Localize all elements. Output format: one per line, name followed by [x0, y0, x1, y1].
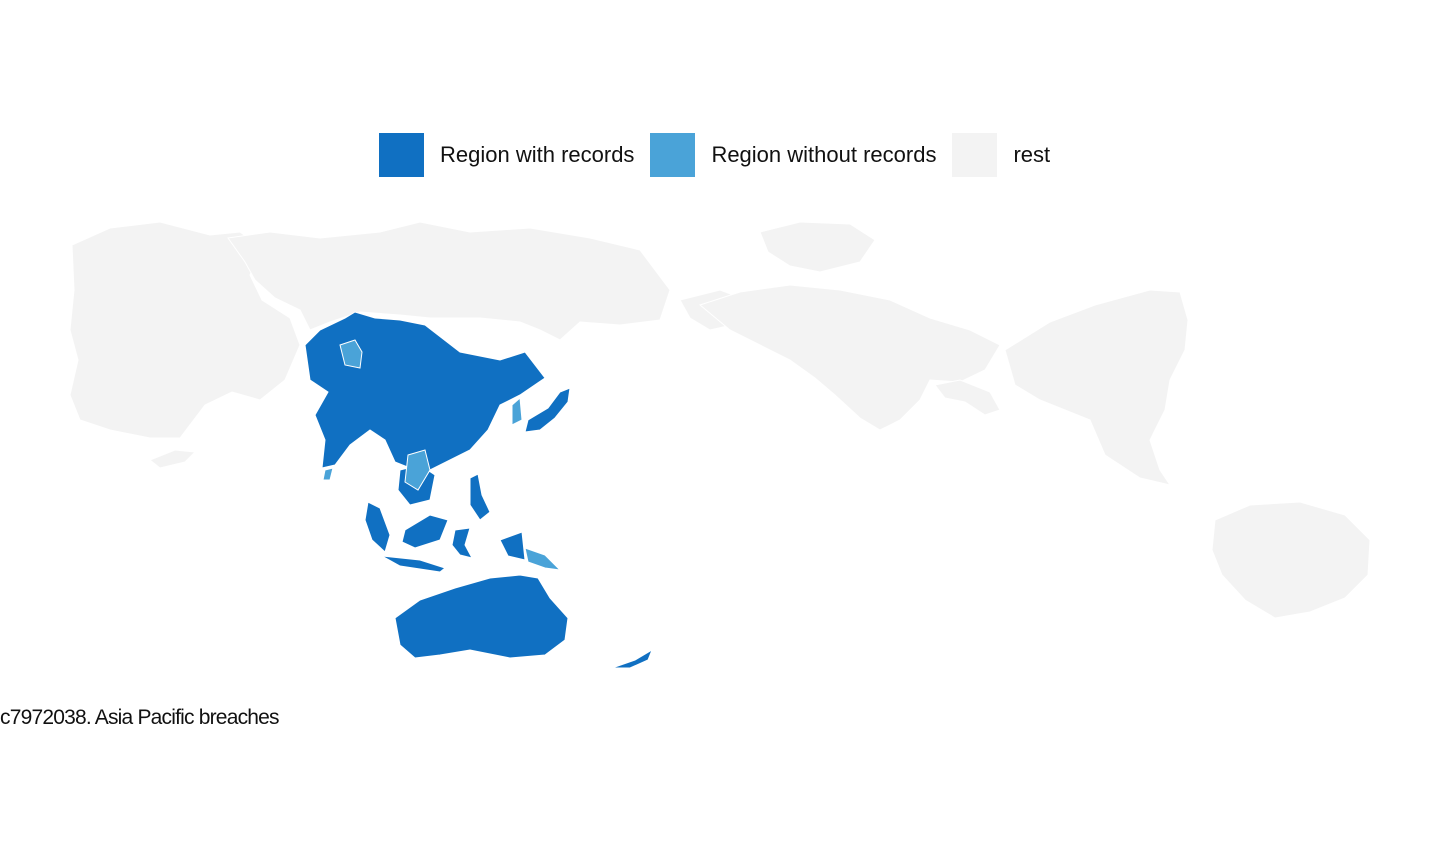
region-australia: [394, 574, 569, 659]
region-indochina: [404, 449, 431, 491]
region-sri-lanka: [322, 467, 334, 481]
region-mainland-asia: [304, 311, 546, 471]
region-north-america: [698, 284, 1001, 431]
world-map: [69, 221, 1371, 669]
region-south-america: [1004, 289, 1189, 486]
region-africa-europe: [69, 221, 301, 439]
legend-swatch-rest: [952, 133, 998, 177]
region-madagascar: [149, 449, 197, 469]
map-legend: Region with records Region without recor…: [379, 133, 1066, 177]
regions-with-records: [304, 311, 654, 669]
legend-swatch-without-records: [650, 133, 696, 177]
legend-label-rest: rest: [1013, 142, 1051, 167]
region-new-zealand: [611, 648, 654, 669]
region-korea: [511, 396, 523, 426]
region-papua-new-guinea: [524, 547, 562, 571]
region-sulawesi: [451, 527, 473, 559]
legend-item-without-records[interactable]: Region without records: [650, 133, 952, 177]
region-philippines: [469, 473, 491, 521]
region-java: [381, 555, 447, 573]
region-japan: [524, 387, 571, 433]
region-turkmenistan: [339, 339, 363, 369]
region-russia: [227, 221, 671, 341]
legend-swatch-with-records: [379, 133, 424, 177]
region-sumatra: [364, 501, 391, 553]
regions-without-records: [322, 339, 562, 571]
region-greenland: [759, 221, 876, 273]
legend-item-with-records[interactable]: Region with records: [379, 133, 650, 177]
region-central-america: [934, 379, 1001, 416]
map-caption: c7972038. Asia Pacific breaches: [0, 706, 280, 729]
region-antarctica: [1211, 501, 1371, 619]
rest-regions: [69, 221, 1371, 619]
legend-item-rest[interactable]: rest: [952, 133, 1066, 177]
legend-label-without-records: Region without records: [711, 142, 937, 167]
region-west-papua: [499, 531, 526, 561]
legend-label-with-records: Region with records: [440, 142, 635, 167]
region-borneo: [401, 514, 449, 549]
